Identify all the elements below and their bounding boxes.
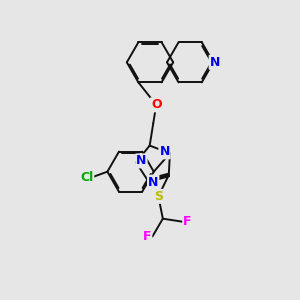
Text: S: S	[154, 190, 163, 203]
Text: F: F	[143, 230, 151, 243]
Text: O: O	[151, 98, 161, 111]
Text: F: F	[183, 215, 192, 228]
Text: Cl: Cl	[80, 171, 93, 184]
Text: N: N	[210, 56, 220, 69]
Text: N: N	[159, 146, 170, 158]
Text: N: N	[136, 154, 147, 167]
Text: N: N	[148, 176, 158, 189]
